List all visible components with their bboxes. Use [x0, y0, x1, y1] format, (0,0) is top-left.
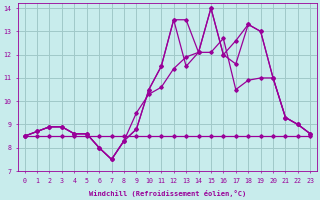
X-axis label: Windchill (Refroidissement éolien,°C): Windchill (Refroidissement éolien,°C) [89, 190, 246, 197]
